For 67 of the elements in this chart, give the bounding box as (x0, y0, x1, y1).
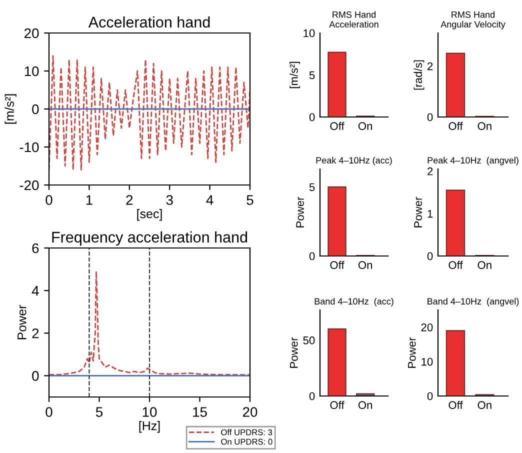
y-axis-title: Power (18, 304, 26, 340)
y-axis-title: Power (414, 196, 422, 228)
legend-label: On UPDRS: 0 (221, 438, 272, 445)
x-tick-label: Off (330, 400, 344, 410)
x-tick-label: On (478, 401, 492, 410)
x-tick-label: 3 (166, 195, 173, 205)
y-tick-label: -10 (20, 142, 39, 152)
y-tick-label: 0 (427, 252, 433, 260)
x-tick-label: 5 (96, 407, 103, 417)
y-tick-label: 10 (422, 358, 433, 366)
x-tick-label: 2 (126, 195, 133, 205)
x-tick-label: 1 (86, 195, 92, 205)
x-tick-label: 0 (46, 407, 52, 417)
x-tick-label: On (358, 261, 372, 270)
legend-label: Off UPDRS: 3 (221, 429, 272, 436)
x-axis-title: [Hz] (139, 421, 160, 433)
y-tick-label: -20 (20, 180, 39, 190)
x-tick-label: Off (448, 400, 463, 410)
y-tick-label: 1 (428, 210, 433, 218)
x-tick-label: On (478, 261, 492, 270)
y-tick-label: 2 (428, 62, 433, 70)
y-tick-label: 0 (309, 113, 315, 122)
y-axis-title: Power (290, 337, 298, 368)
y-tick-label: 5 (309, 71, 315, 80)
y-tick-label: 0 (427, 392, 433, 400)
y-tick-label: 0 (32, 371, 39, 381)
y-tick-label: 0 (309, 392, 315, 400)
y-tick-label: 0 (32, 104, 39, 114)
y-tick-label: 10 (304, 29, 315, 38)
y-axis-title: Power (296, 196, 304, 228)
y-tick-label: 20 (421, 323, 433, 332)
y-tick-label: 5 (309, 183, 315, 192)
x-tick-label: 5 (246, 195, 254, 205)
y-tick-label: 4 (32, 286, 39, 296)
x-tick-label: 4 (206, 195, 214, 205)
chart-title: RMS Hand Acceleration (329, 11, 378, 28)
x-tick-label: 0 (46, 195, 52, 205)
y-tick-label: 10 (24, 66, 39, 76)
y-tick-label: 6 (32, 243, 39, 254)
x-tick-label: On (478, 122, 492, 130)
chart-title: Peak 4–10Hz (acc) (316, 156, 392, 166)
x-tick-label: On (358, 401, 372, 410)
y-tick-label: 2 (428, 167, 433, 176)
y-tick-label: 0 (309, 252, 315, 260)
x-tick-label: 20 (242, 407, 258, 417)
y-axis-title: [m/s²] (4, 94, 16, 124)
x-tick-label: Off (330, 260, 344, 270)
chart-title: Peak 4–10Hz (angvel) (428, 156, 518, 166)
x-tick-label: 15 (193, 407, 207, 417)
chart-title: RMS Hand Angular Velocity (440, 11, 506, 30)
x-tick-label: Off (448, 260, 463, 270)
x-tick-label: On (358, 122, 372, 130)
y-axis-title: [rad/s] (414, 60, 424, 90)
y-tick-label: 20 (24, 28, 39, 38)
chart-title: Frequency acceleration hand (52, 231, 248, 246)
y-axis-title: Power (408, 337, 416, 368)
y-axis-title: [m/s²] (290, 62, 300, 88)
chart-title: Band 4–10Hz (angvel) (428, 298, 519, 306)
y-tick-label: 2 (32, 328, 39, 338)
x-tick-label: Off (330, 122, 344, 130)
x-tick-label: 10 (142, 407, 157, 417)
x-axis-title: [sec] (137, 209, 162, 221)
chart-title: Band 4–10Hz (acc) (314, 298, 394, 306)
y-tick-label: 0 (427, 113, 433, 122)
x-tick-label: Off (448, 122, 463, 130)
chart-title: Acceleration hand (88, 16, 210, 28)
y-tick-label: 50 (303, 336, 315, 344)
